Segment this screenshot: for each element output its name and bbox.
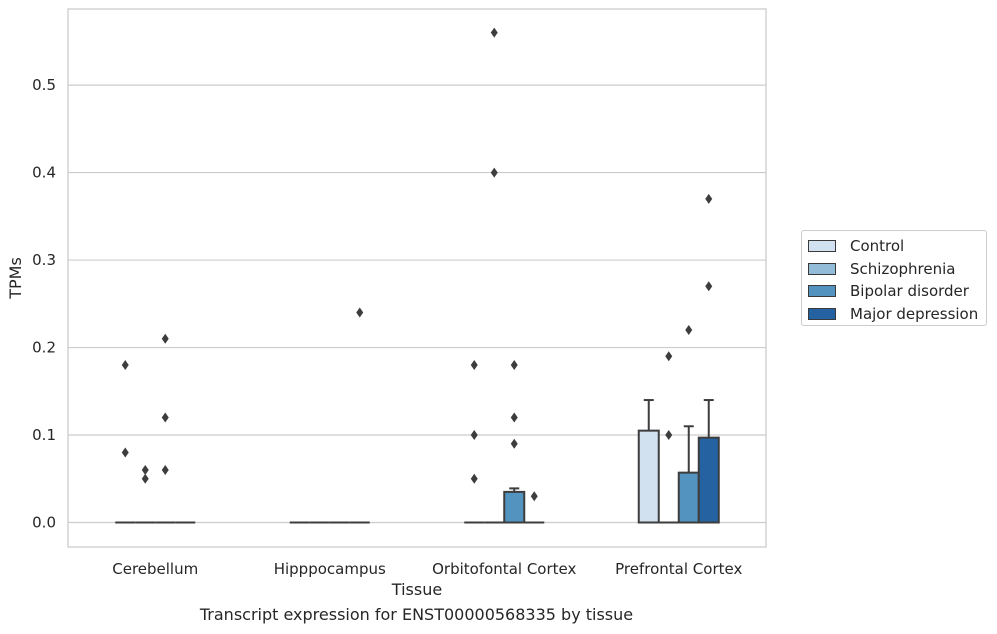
y-tick-label: 0.2 (32, 339, 56, 357)
legend-label: Bipolar disorder (850, 282, 969, 301)
legend-label: Major depression (850, 304, 979, 323)
outlier-point (510, 412, 518, 423)
legend-item: Major depression (808, 303, 986, 326)
outlier-point (356, 307, 364, 318)
outlier-point (530, 491, 538, 502)
outlier-point (470, 430, 478, 441)
x-tick-label: Prefrontal Cortex (615, 560, 742, 578)
y-tick-label: 0.4 (32, 164, 56, 182)
outlier-point (705, 193, 713, 204)
outlier-point (161, 465, 169, 476)
legend-swatch (808, 307, 836, 320)
bar (637, 429, 660, 524)
outlier-point (665, 430, 673, 441)
outlier-point (490, 167, 498, 178)
x-tick-label: Cerebellum (112, 560, 198, 578)
legend-swatch (808, 285, 836, 298)
y-tick-labels: 0.0 0.1 0.2 0.3 0.4 0.5 (32, 76, 56, 531)
outlier-point (470, 473, 478, 484)
outlier-point (161, 412, 169, 423)
legend-item: Schizophrenia (808, 258, 986, 281)
outlier-layer (121, 27, 713, 502)
outlier-point (470, 360, 478, 371)
legend-item: Control (808, 235, 986, 258)
outlier-point (665, 351, 673, 362)
legend-swatch (808, 262, 836, 275)
outlier-point (490, 27, 498, 38)
plot-frame (67, 8, 767, 548)
outlier-point (121, 360, 129, 371)
outlier-point (685, 325, 693, 336)
x-axis-label: Tissue (391, 580, 442, 599)
x-tick-label: Hipppocampus (274, 560, 386, 578)
legend: Control Schizophrenia Bipolar disorder Majo… (801, 230, 987, 326)
outlier-point (161, 333, 169, 344)
legend-label: Control (850, 237, 905, 256)
bar-layer (115, 399, 720, 524)
legend-swatch (808, 240, 836, 253)
y-tick-label: 0.3 (32, 251, 56, 269)
outlier-point (141, 473, 149, 484)
outlier-point (510, 438, 518, 449)
gridlines (68, 84, 766, 524)
bar (503, 490, 526, 524)
legend-item: Bipolar disorder (808, 280, 986, 303)
y-tick-label: 0.0 (32, 514, 56, 532)
outlier-point (510, 360, 518, 371)
bar (677, 471, 700, 524)
bar (697, 436, 720, 524)
chart-caption: Transcript expression for ENST0000056833… (199, 605, 634, 624)
outlier-point (705, 281, 713, 292)
outlier-point (141, 465, 149, 476)
y-axis-label: TPMs (6, 257, 25, 300)
y-tick-label: 0.5 (32, 76, 56, 94)
legend-label: Schizophrenia (850, 259, 956, 278)
outlier-point (121, 447, 129, 458)
x-tick-labels: Cerebellum Hipppocampus Orbitofontal Corte… (112, 560, 742, 578)
x-tick-label: Orbitofontal Cortex (432, 560, 576, 578)
y-tick-label: 0.1 (32, 426, 56, 444)
